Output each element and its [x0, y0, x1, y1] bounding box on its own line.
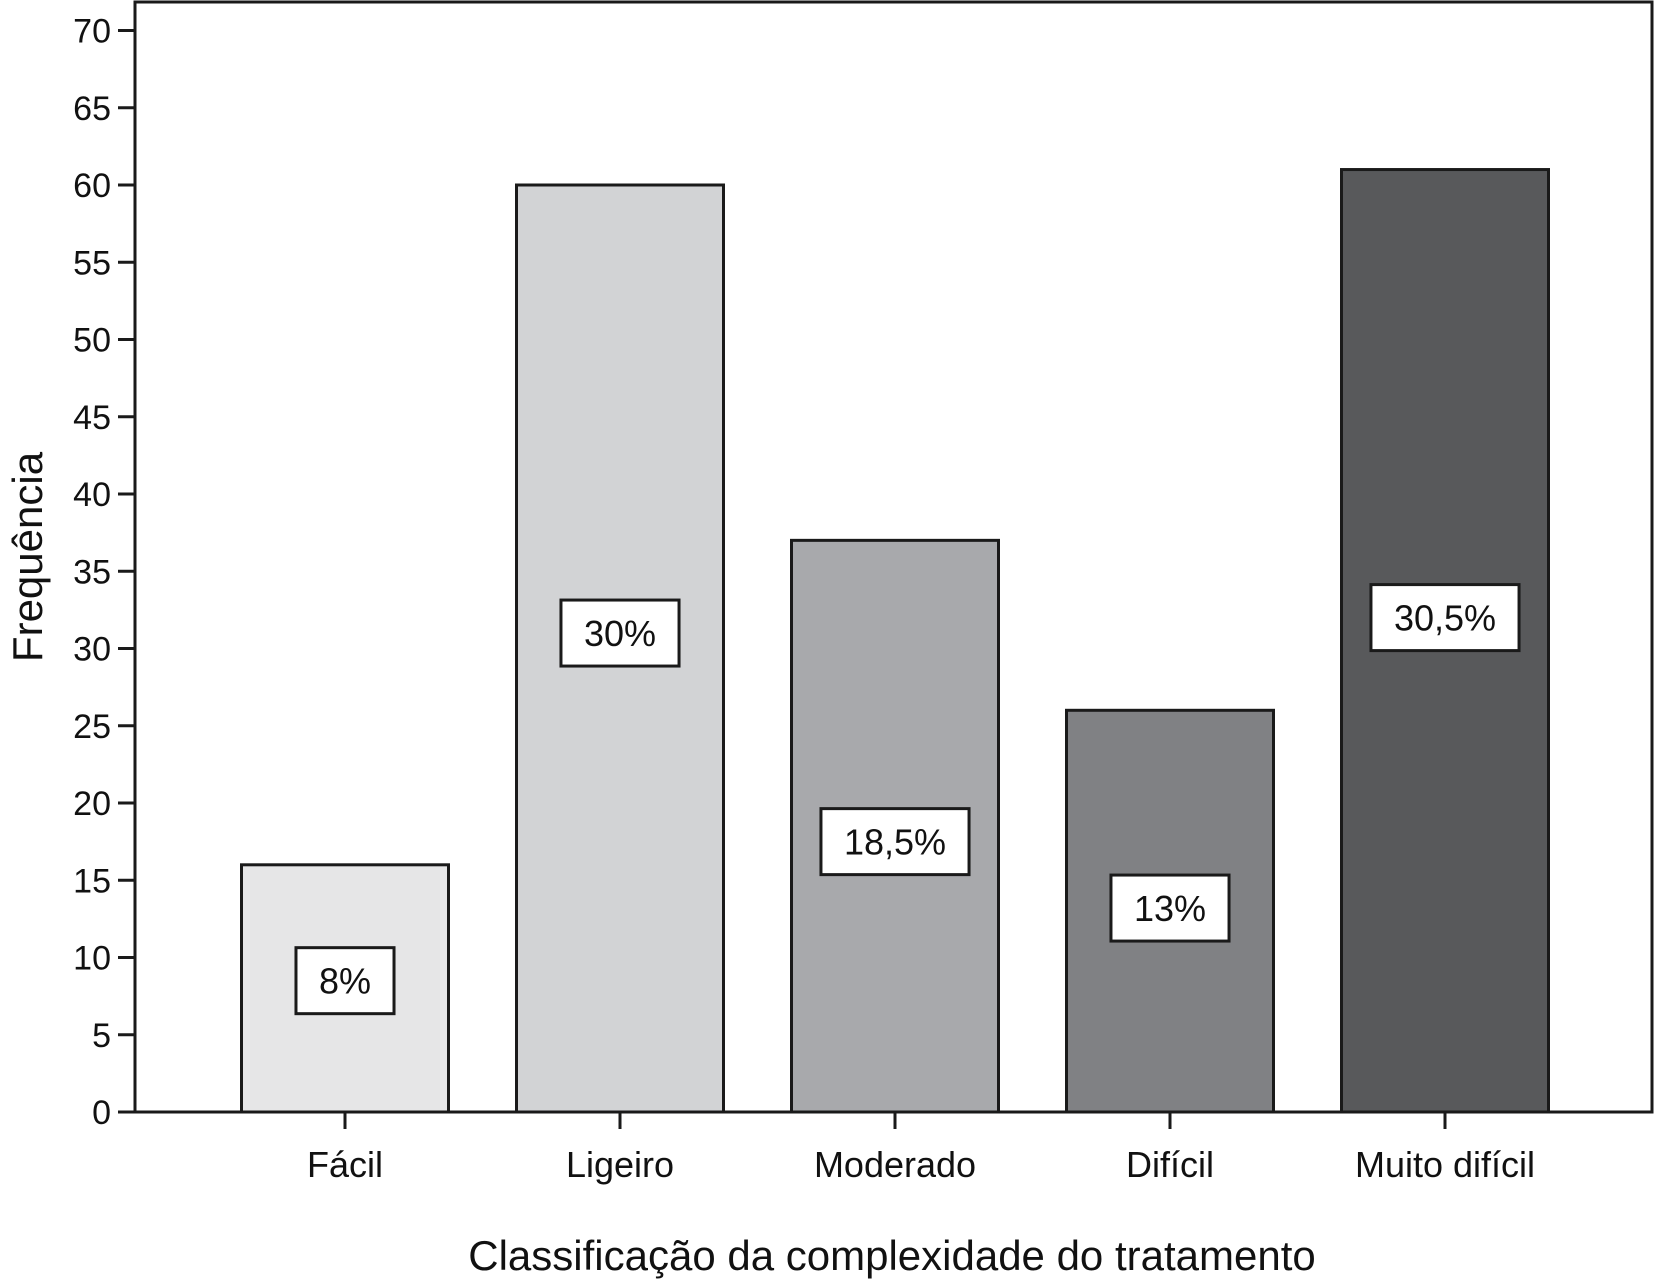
y-tick-label: 10 — [73, 940, 111, 978]
data-label: 8% — [319, 961, 371, 1002]
x-category-label: Muito difícil — [1355, 1144, 1535, 1185]
y-tick-label: 55 — [73, 244, 111, 282]
x-category-label: Moderado — [814, 1144, 976, 1185]
data-label: 18,5% — [844, 822, 946, 863]
y-tick-label: 40 — [73, 476, 111, 514]
y-tick-label: 30 — [73, 631, 111, 669]
x-category-label: Fácil — [307, 1144, 383, 1185]
y-tick-label: 45 — [73, 399, 111, 437]
data-label-box — [559, 598, 681, 668]
data-label: 30% — [584, 613, 656, 654]
y-tick-label: 65 — [73, 90, 111, 128]
data-label-box — [819, 807, 971, 877]
bars-group: 8% 30% 18,5% 13% 30,5% — [240, 168, 1550, 1114]
data-label-box — [1369, 583, 1521, 653]
x-category-label: Difícil — [1126, 1144, 1214, 1185]
y-axis: 0 5 10 15 20 25 30 35 40 45 50 55 60 65 70 — [73, 13, 135, 1132]
x-axis-title: Classificação da complexidade do tratame… — [468, 1232, 1315, 1279]
y-tick-label: 60 — [73, 167, 111, 205]
y-tick-label: 25 — [73, 708, 111, 746]
y-tick-label: 0 — [92, 1094, 111, 1132]
data-label-box — [1109, 873, 1231, 943]
y-tick-label: 50 — [73, 322, 111, 360]
y-tick-label: 70 — [73, 13, 111, 51]
x-category-label: Ligeiro — [566, 1144, 674, 1185]
data-label-box — [294, 946, 396, 1016]
y-axis-title: Frequência — [4, 451, 51, 662]
y-tick-label: 35 — [73, 553, 111, 591]
y-tick-label: 15 — [73, 862, 111, 900]
data-label: 30,5% — [1394, 598, 1496, 639]
x-axis: Fácil Ligeiro Moderado Difícil Muito difícil — [135, 1110, 1652, 1185]
y-tick-label: 20 — [73, 785, 111, 823]
y-tick-label: 5 — [92, 1017, 111, 1055]
data-label: 13% — [1134, 888, 1206, 929]
